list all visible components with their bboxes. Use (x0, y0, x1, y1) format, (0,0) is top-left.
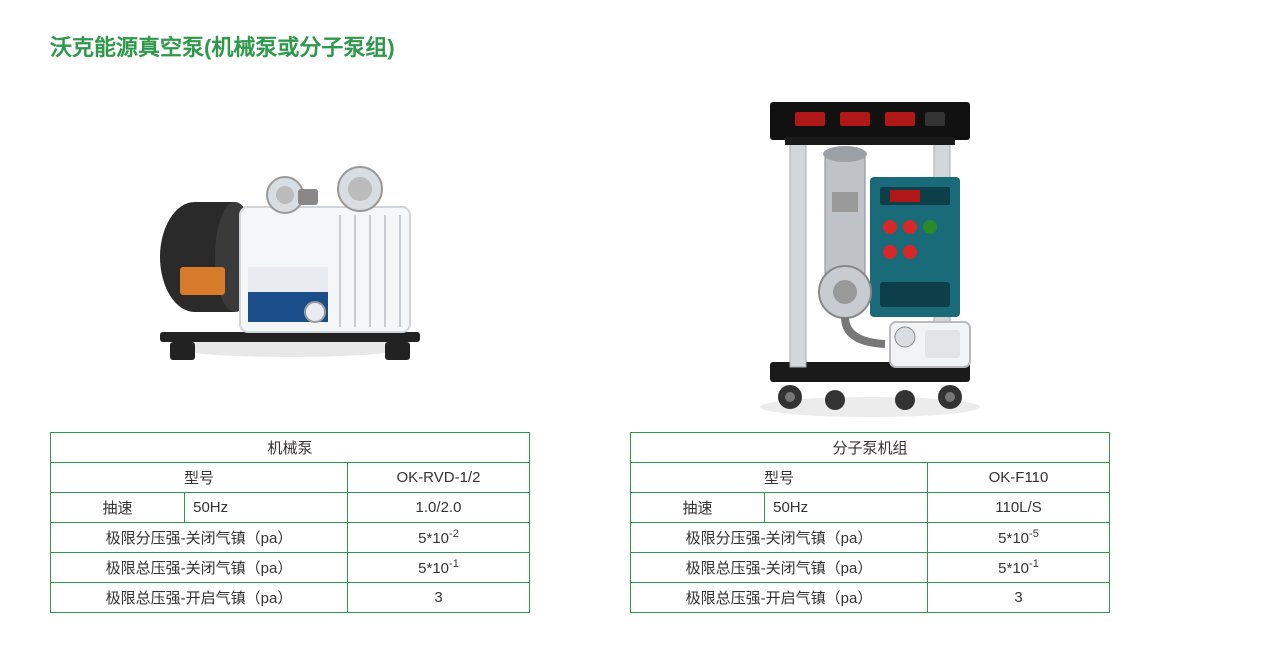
table-header: 机械泵 (51, 433, 530, 463)
table-cell: 极限分压强-关闭气镇（pa） (631, 523, 928, 553)
content-row: 机械泵 型号 OK-RVD-1/2 抽速 50Hz 1.0/2.0 极限分压强-… (50, 82, 1221, 613)
table-header: 分子泵机组 (631, 433, 1110, 463)
table-cell: 5*10-1 (927, 553, 1109, 583)
table-cell: 3 (927, 583, 1109, 613)
page-title: 沃克能源真空泵(机械泵或分子泵组) (50, 30, 1221, 62)
table-cell: 抽速 (51, 493, 185, 523)
table-cell: 5*10-5 (927, 523, 1109, 553)
table-cell: 极限总压强-关闭气镇（pa） (51, 553, 348, 583)
table-cell: 极限总压强-开启气镇（pa） (51, 583, 348, 613)
table-cell: 110L/S (927, 493, 1109, 523)
table-cell: 50Hz (185, 493, 348, 523)
table-cell: 5*10-1 (347, 553, 529, 583)
table-cell: 极限总压强-开启气镇（pa） (631, 583, 928, 613)
molecular-pump-image (700, 82, 1040, 422)
table-cell: 抽速 (631, 493, 765, 523)
left-column: 机械泵 型号 OK-RVD-1/2 抽速 50Hz 1.0/2.0 极限分压强-… (50, 82, 530, 613)
table-cell: 型号 (631, 463, 928, 493)
table-cell: 型号 (51, 463, 348, 493)
table-cell: 极限分压强-关闭气镇（pa） (51, 523, 348, 553)
table-cell: 3 (347, 583, 529, 613)
table-cell: 50Hz (765, 493, 928, 523)
right-column: 分子泵机组 型号 OK-F110 抽速 50Hz 110L/S 极限分压强-关闭… (630, 82, 1110, 613)
table-cell: OK-RVD-1/2 (347, 463, 529, 493)
molecular-pump-table: 分子泵机组 型号 OK-F110 抽速 50Hz 110L/S 极限分压强-关闭… (630, 432, 1110, 613)
table-cell: OK-F110 (927, 463, 1109, 493)
mechanical-pump-image (120, 82, 460, 422)
table-cell: 极限总压强-关闭气镇（pa） (631, 553, 928, 583)
table-cell: 5*10-2 (347, 523, 529, 553)
table-cell: 1.0/2.0 (347, 493, 529, 523)
mechanical-pump-table: 机械泵 型号 OK-RVD-1/2 抽速 50Hz 1.0/2.0 极限分压强-… (50, 432, 530, 613)
